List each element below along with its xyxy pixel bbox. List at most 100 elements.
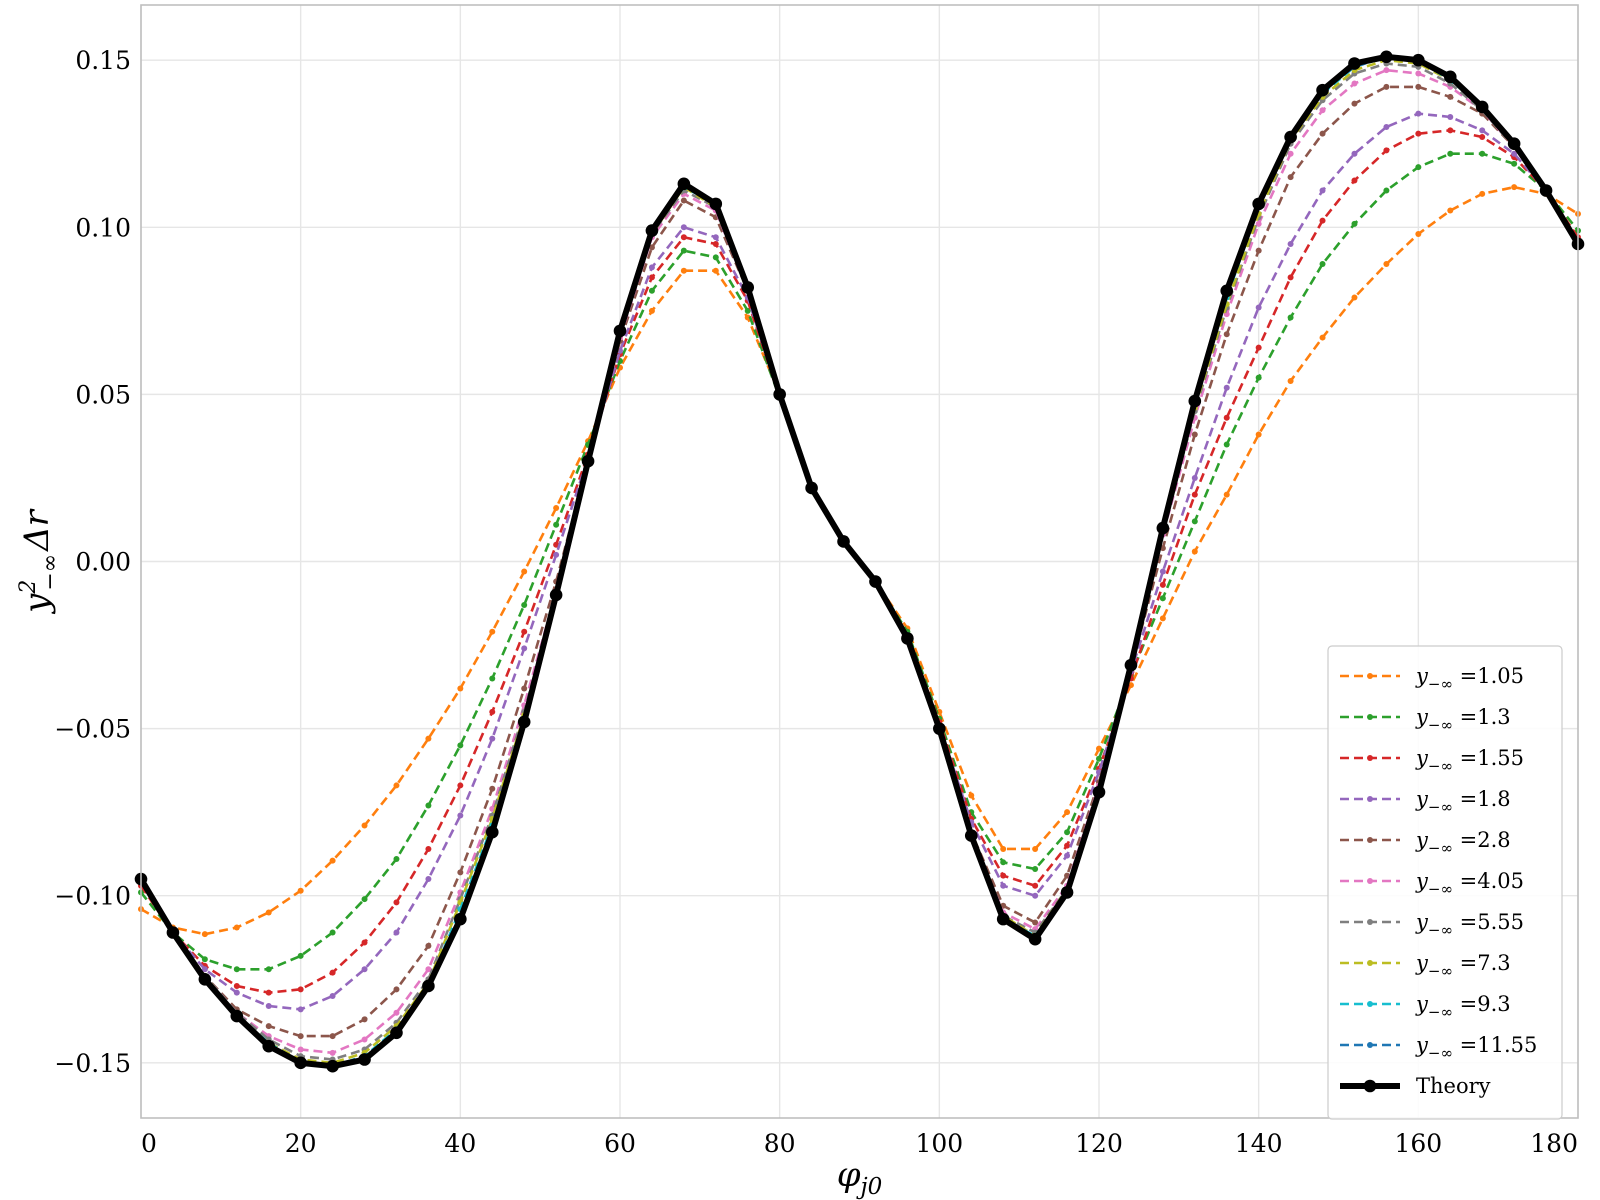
data-point — [712, 234, 719, 241]
data-point — [1287, 174, 1294, 181]
y-tick-label: −0.15 — [54, 1049, 131, 1078]
x-tick-label: 160 — [1394, 1129, 1442, 1158]
data-point — [489, 785, 496, 792]
data-point — [457, 812, 464, 819]
data-point — [1287, 150, 1294, 157]
data-point — [297, 952, 304, 959]
y-tick-label: 0.15 — [75, 46, 131, 75]
data-point — [265, 989, 272, 996]
legend-label: y−∞ =1.05 — [1415, 664, 1524, 693]
y-axis-label: y2−∞Δr — [16, 508, 63, 615]
y-tick-label: −0.05 — [54, 715, 131, 744]
data-point-theory — [1092, 785, 1106, 799]
legend-item: y−∞ =1.05 — [1340, 664, 1524, 693]
data-point — [457, 685, 464, 692]
data-point — [1000, 872, 1007, 879]
data-point — [1159, 568, 1166, 575]
data-point — [1383, 147, 1390, 154]
data-point — [393, 899, 400, 906]
legend-marker — [1367, 673, 1373, 679]
data-point — [297, 986, 304, 993]
data-point — [201, 956, 208, 963]
legend-marker-theory — [1363, 1079, 1377, 1093]
legend-label: y−∞ =9.3 — [1415, 992, 1511, 1021]
data-point — [521, 568, 528, 575]
y-tick-label: −0.10 — [54, 882, 131, 911]
legend-item: y−∞ =1.55 — [1340, 746, 1524, 775]
data-point — [680, 197, 687, 204]
data-point — [1255, 220, 1262, 227]
data-point — [1287, 274, 1294, 281]
data-point-theory — [1443, 70, 1457, 84]
legend-label: y−∞ =7.3 — [1415, 951, 1511, 980]
data-point — [1255, 344, 1262, 351]
data-point — [1479, 150, 1486, 157]
data-point — [712, 254, 719, 261]
data-point — [425, 802, 432, 809]
data-point — [712, 240, 719, 247]
data-point — [1000, 882, 1007, 889]
data-point-theory — [422, 979, 435, 993]
data-point-theory — [390, 1026, 403, 1040]
data-point — [1255, 374, 1262, 381]
data-point — [1447, 207, 1454, 214]
legend-item: y−∞ =1.3 — [1340, 705, 1511, 734]
data-point — [393, 1009, 400, 1016]
data-point — [361, 939, 368, 946]
legend-label: y−∞ =1.8 — [1415, 787, 1511, 816]
data-point-theory — [901, 632, 914, 645]
legend-item: y−∞ =2.8 — [1340, 828, 1511, 857]
data-point-theory — [517, 715, 531, 729]
data-point — [1223, 414, 1230, 421]
data-point — [1351, 80, 1358, 87]
data-point-theory — [1156, 521, 1170, 535]
series-layer — [134, 50, 1585, 1073]
data-point — [457, 869, 464, 876]
data-point-theory — [613, 324, 627, 338]
data-point-theory — [677, 177, 691, 191]
data-point — [1479, 190, 1486, 197]
legend-marker — [1367, 755, 1373, 761]
data-point — [1447, 127, 1454, 134]
data-point-theory — [741, 281, 755, 294]
data-point — [1223, 441, 1230, 448]
data-point — [1287, 378, 1294, 385]
legend-item: y−∞ =11.55 — [1340, 1033, 1537, 1062]
data-point-theory — [1348, 57, 1361, 70]
data-point — [1255, 431, 1262, 438]
data-point — [361, 896, 368, 903]
data-point — [1447, 150, 1454, 157]
data-point — [1319, 130, 1326, 137]
data-point-theory — [1316, 83, 1329, 97]
data-point — [201, 966, 208, 973]
data-point-theory — [1220, 284, 1234, 298]
data-point — [1064, 842, 1071, 849]
data-point — [968, 792, 975, 799]
x-tick-label: 0 — [141, 1129, 157, 1158]
data-point — [648, 307, 655, 314]
data-point-theory — [294, 1056, 307, 1070]
data-point-theory — [549, 588, 563, 602]
legend-item: y−∞ =5.55 — [1340, 910, 1524, 939]
data-point — [393, 929, 400, 936]
data-point — [1064, 852, 1071, 859]
data-point — [1191, 431, 1198, 438]
data-point — [680, 234, 687, 241]
data-point-theory — [230, 1009, 244, 1023]
data-point-theory — [1412, 53, 1425, 67]
data-point — [1064, 809, 1071, 816]
data-point — [1191, 491, 1198, 498]
data-point-theory — [262, 1039, 276, 1053]
data-point — [233, 924, 240, 931]
data-point — [489, 628, 496, 635]
data-point — [265, 1023, 272, 1030]
legend-label: y−∞ =5.55 — [1415, 910, 1524, 939]
legend-item: y−∞ =9.3 — [1340, 992, 1511, 1021]
legend-marker — [1367, 1001, 1373, 1007]
data-point — [1287, 240, 1294, 247]
data-point — [425, 735, 432, 742]
data-point — [1159, 595, 1166, 602]
data-point — [521, 628, 528, 635]
data-point-theory — [358, 1053, 371, 1066]
